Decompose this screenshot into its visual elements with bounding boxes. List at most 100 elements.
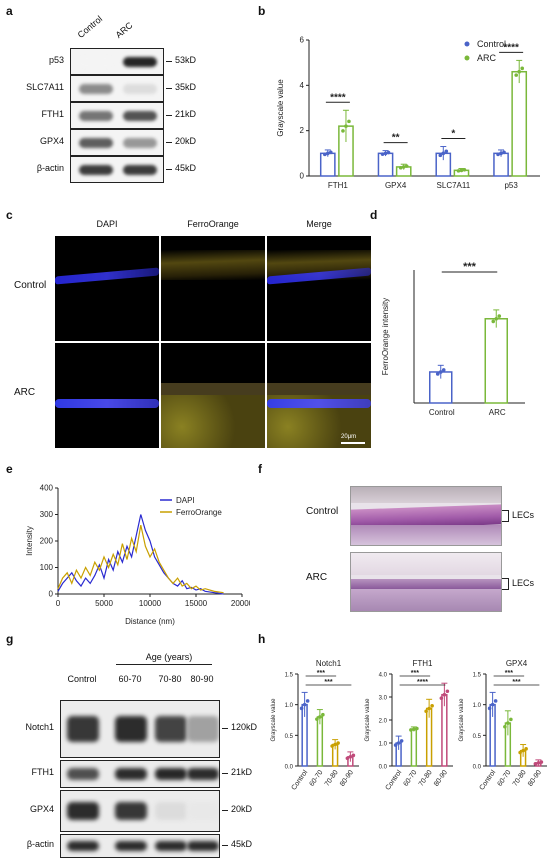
- x-tick-label: 10000: [139, 599, 162, 608]
- blot-row-label: β-actin: [36, 163, 64, 173]
- yellow-signal: [161, 395, 265, 448]
- blue-nuclei: [55, 399, 159, 408]
- ferroorange-intensity-chart: FerroOrange intensity Control ARC ***: [381, 261, 525, 417]
- data-point: [444, 149, 449, 154]
- blot-band: [155, 802, 187, 820]
- data-point: [435, 372, 440, 376]
- histology-row-label: ARC: [306, 572, 328, 583]
- y-tick-label: 0.5: [473, 734, 482, 740]
- data-point: [493, 699, 498, 703]
- panel-label-e: e: [6, 462, 13, 476]
- blot-strip: [60, 760, 220, 788]
- blot-band: [123, 110, 157, 121]
- y-axis-label: Grayscale value: [271, 698, 277, 742]
- y-axis-label: Intensity: [25, 526, 34, 556]
- yellow-layer: [161, 383, 265, 395]
- blot-band: [187, 841, 219, 851]
- data-point: [333, 742, 337, 747]
- legend-label: Control: [477, 39, 506, 49]
- data-point: [462, 167, 467, 172]
- kd-tick: [166, 141, 172, 143]
- data-point: [502, 150, 506, 155]
- y-tick-label: 0: [300, 172, 305, 181]
- data-point: [445, 689, 450, 694]
- data-point: [514, 73, 519, 77]
- y-tick-label: 0: [49, 590, 54, 599]
- y-tick-label: 1.0: [285, 703, 294, 709]
- significance-label: ***: [463, 261, 477, 273]
- tissue-layer: [351, 487, 501, 503]
- blot-band: [67, 716, 99, 742]
- blot-band: [123, 164, 157, 175]
- blot-band: [155, 768, 187, 780]
- chart-title: FTH1: [413, 659, 434, 668]
- y-tick-label: 0.0: [285, 765, 294, 771]
- data-point: [520, 66, 525, 71]
- data-point: [490, 702, 495, 707]
- blot-band: [123, 137, 157, 148]
- y-tick-label: 1.0: [379, 742, 388, 748]
- data-point: [491, 319, 496, 324]
- lecs-label: LECs: [512, 510, 535, 520]
- x-tick-label: 60-70: [309, 769, 325, 788]
- data-point: [396, 741, 401, 745]
- blot-band: [187, 716, 219, 742]
- data-point: [496, 152, 500, 157]
- blot-group-line: [116, 664, 212, 665]
- data-point: [533, 762, 538, 766]
- blot-kd-label: 53kD: [175, 55, 197, 65]
- data-point: [318, 715, 322, 719]
- blot-row-label: FTH1: [41, 109, 65, 119]
- blot-column-label: 80-90: [190, 674, 214, 684]
- panel-label-c: c: [6, 208, 13, 222]
- x-tick-label: Control: [429, 408, 455, 417]
- bar: [319, 152, 336, 177]
- panel-label-f: f: [258, 462, 262, 476]
- lecs-label: LECs: [512, 578, 535, 588]
- histology-image: [350, 552, 502, 612]
- data-point: [299, 706, 304, 711]
- blot-strip: [60, 700, 220, 758]
- y-axis-label: FerroOrange intensity: [381, 298, 390, 375]
- blot-band: [123, 56, 157, 67]
- y-tick-label: 300: [40, 510, 54, 519]
- x-tick-label: 60-70: [497, 769, 513, 788]
- bar: [484, 318, 508, 404]
- y-tick-label: 2.0: [379, 719, 388, 725]
- stroma-layer: [351, 525, 501, 545]
- y-axis-label: Grayscale value: [276, 79, 285, 137]
- blue-nuclei: [267, 399, 371, 408]
- significance-label: ***: [411, 670, 419, 677]
- micrograph: [55, 236, 159, 341]
- significance-label: ***: [512, 679, 520, 686]
- panel-label-h: h: [258, 632, 266, 646]
- blot-strip: [70, 102, 164, 129]
- data-point: [427, 706, 431, 711]
- series-line: [57, 514, 224, 595]
- y-tick-label: 0.5: [285, 734, 294, 740]
- series-line: [57, 524, 224, 594]
- micro-row-label: Control: [14, 280, 47, 291]
- chart-title: Notch1: [316, 659, 342, 668]
- micro-column-label: FerroOrange: [187, 219, 239, 229]
- blot-kd-label: 120kD: [231, 722, 258, 732]
- kd-tick: [222, 773, 228, 774]
- y-axis-label: Grayscale value: [365, 698, 371, 742]
- data-point: [441, 151, 446, 156]
- blot-band: [67, 802, 99, 820]
- blot-row-label: p53: [48, 55, 64, 65]
- data-point: [499, 151, 503, 156]
- kd-tick: [222, 810, 228, 811]
- blot-strip: [60, 834, 220, 858]
- data-point: [424, 709, 428, 714]
- x-tick-label: GPX4: [385, 181, 407, 190]
- blot-strip: [70, 48, 164, 75]
- blot-band: [115, 841, 147, 851]
- kd-tick: [166, 60, 172, 62]
- blot-band: [123, 83, 157, 94]
- legend-marker: [464, 55, 470, 61]
- y-tick-label: 1.0: [473, 703, 482, 709]
- data-point: [351, 753, 356, 758]
- blot-kd-label: 21kD: [175, 109, 197, 119]
- kd-tick: [166, 168, 172, 170]
